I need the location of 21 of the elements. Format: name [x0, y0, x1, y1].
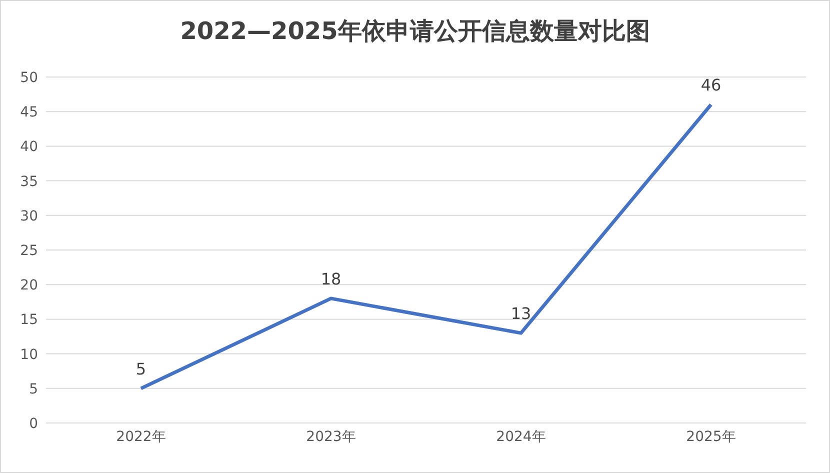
y-tick-label: 5 — [29, 381, 38, 398]
y-tick-label: 50 — [20, 70, 38, 86]
y-tick-label: 25 — [20, 242, 38, 259]
data-label: 46 — [700, 76, 722, 95]
line-series — [139, 102, 713, 390]
y-tick-label: 30 — [20, 208, 38, 224]
y-tick-label: 20 — [20, 278, 38, 294]
y-tick-label: 10 — [20, 346, 38, 363]
x-tick-label: 2022年 — [116, 428, 166, 445]
chart-title: 2022—2025年依申请公开信息数量对比图 — [179, 16, 651, 47]
y-tick-label: 45 — [20, 104, 38, 121]
y-tick-label: 0 — [29, 416, 38, 432]
x-tick-label: 2024年 — [496, 428, 546, 445]
x-tick-label: 2025年 — [686, 428, 736, 445]
x-tick-label: 2023年 — [306, 428, 356, 445]
y-tick-label: 15 — [20, 312, 38, 328]
data-label: 18 — [320, 269, 342, 288]
data-label: 5 — [136, 359, 146, 378]
y-tick-label: 35 — [20, 174, 38, 190]
y-tick-label: 40 — [20, 139, 38, 156]
data-label: 13 — [510, 304, 532, 324]
